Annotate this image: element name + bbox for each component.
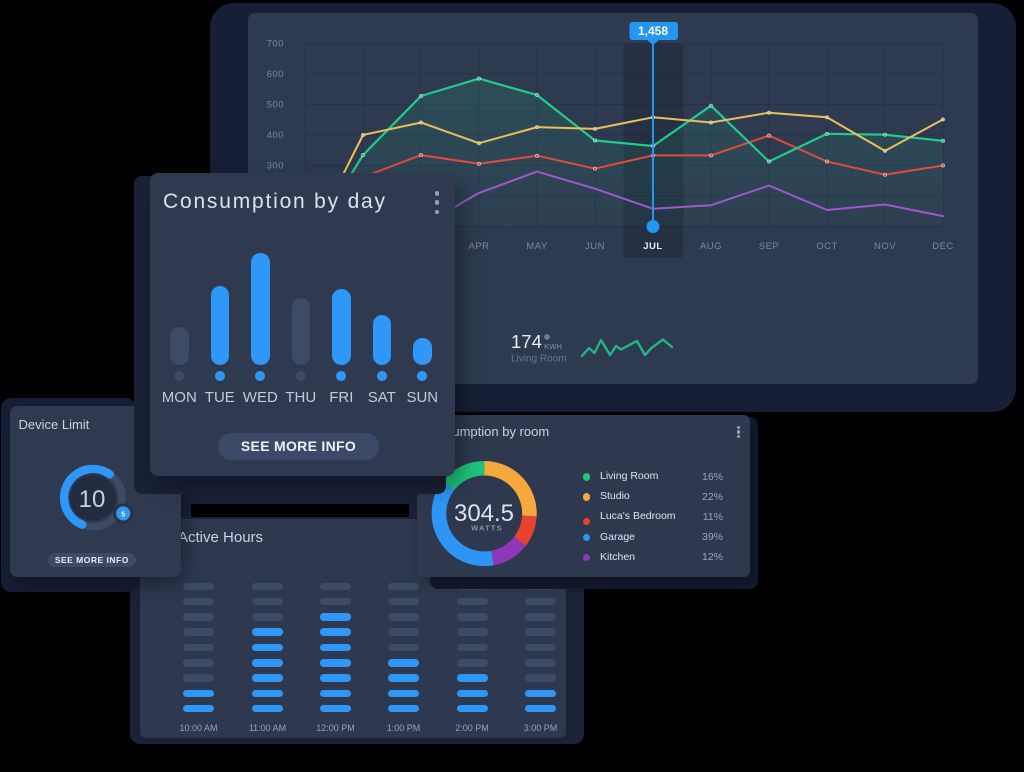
svg-text:WATTS: WATTS [471,524,503,533]
svg-text:AUG: AUG [700,241,722,252]
svg-text:JUN: JUN [585,241,605,252]
svg-text:DEC: DEC [932,241,954,252]
svg-text:JUL: JUL [643,241,662,252]
svg-text:700: 700 [267,39,284,50]
svg-text:1,458: 1,458 [638,24,668,38]
svg-text:304.5: 304.5 [454,500,514,527]
svg-text:600: 600 [267,69,284,80]
svg-text:APR: APR [468,241,489,252]
svg-text:SEP: SEP [759,241,780,252]
svg-text:400: 400 [267,130,284,141]
svg-text:KWH: KWH [544,342,562,351]
svg-text:Living Room: Living Room [511,354,567,365]
svg-text:MAY: MAY [526,241,548,252]
svg-text:300: 300 [267,161,284,172]
svg-text:10: 10 [79,486,106,513]
svg-text:NOV: NOV [874,241,896,252]
svg-text:174: 174 [511,331,542,352]
svg-text:5: 5 [121,511,125,518]
svg-text:500: 500 [267,100,284,111]
svg-text:OCT: OCT [816,241,838,252]
